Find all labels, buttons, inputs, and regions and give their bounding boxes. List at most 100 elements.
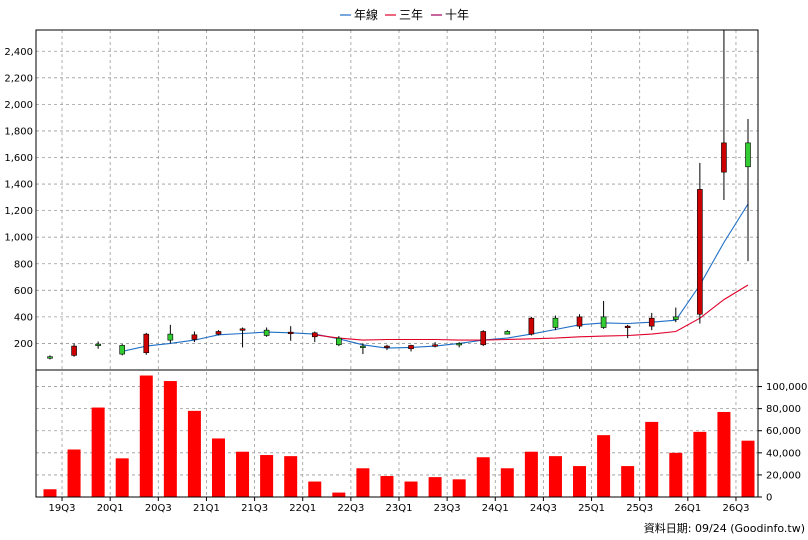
candle-body: [504, 331, 511, 335]
candle: [721, 30, 727, 200]
price-tick-label: 1,600: [4, 153, 33, 164]
price-tick-label: 1,800: [4, 126, 33, 137]
moving-average-lines: [122, 203, 749, 352]
volume-bar: [115, 458, 129, 497]
candle: [528, 316, 535, 336]
price-tick-label: 1,000: [4, 233, 33, 244]
price-axis: 200 400 600 800 1,000 1,200 1,400 1,600 1,800 2,0…: [4, 47, 33, 350]
volume-tick-label: 0: [766, 493, 772, 504]
volume-bar: [597, 435, 611, 497]
volume-bar: [693, 431, 707, 497]
candle-body: [215, 331, 222, 335]
candle: [408, 344, 414, 352]
price-tick-label: 2,200: [4, 73, 33, 84]
candle-body: [528, 317, 535, 335]
candle-body: [624, 325, 631, 328]
candle: [480, 330, 487, 347]
candle: [384, 344, 390, 351]
candle: [576, 314, 583, 329]
volume-bar: [524, 451, 538, 497]
candle: [143, 332, 150, 355]
candle: [456, 342, 462, 348]
candle-body: [95, 343, 101, 346]
price-tick-label: 400: [14, 312, 33, 323]
price-tick-label: 600: [14, 286, 33, 297]
candle-body: [287, 331, 294, 334]
candle: [71, 343, 77, 357]
price-tick-label: 1,200: [4, 206, 33, 217]
volume-bar: [356, 468, 370, 497]
volume-bar: [548, 456, 562, 497]
candle-body: [480, 331, 487, 346]
volume-bar: [404, 481, 418, 497]
price-tick-label: 200: [14, 339, 33, 350]
candle-body: [576, 316, 583, 327]
candle-body: [408, 345, 414, 350]
volume-bar: [573, 466, 587, 497]
candle-body: [600, 316, 607, 328]
candle: [648, 312, 655, 331]
candle-body: [384, 345, 390, 348]
candle: [47, 355, 53, 360]
volume-bar: [476, 457, 490, 497]
volume-bar: [67, 449, 81, 497]
candle-body: [239, 328, 246, 331]
candle-body: [721, 142, 727, 173]
candle: [167, 324, 174, 344]
candle: [191, 331, 198, 343]
x-tick-label: 23Q3: [434, 503, 461, 514]
candle: [119, 344, 126, 356]
volume-bar: [260, 455, 274, 497]
candle-body: [456, 343, 462, 346]
candle-body: [143, 333, 150, 354]
price-tick-label: 1,400: [4, 180, 33, 191]
volume-bar: [236, 451, 250, 497]
candle-body: [167, 333, 174, 341]
volume-axis: 0 20,000 40,000 60,000 80,000 100,000: [758, 382, 807, 504]
grid: [36, 30, 758, 497]
candle-body: [263, 329, 270, 336]
volume-bar: [43, 489, 57, 497]
x-tick-label: 23Q1: [386, 503, 413, 514]
candle: [745, 118, 751, 262]
x-tick-label: 21Q1: [193, 503, 220, 514]
candle-body: [745, 142, 751, 168]
candle-body: [119, 345, 126, 355]
candle: [263, 327, 270, 337]
candle: [336, 336, 342, 347]
candle-body: [672, 316, 679, 320]
volume-tick-label: 100,000: [766, 382, 807, 393]
volume-bar: [380, 476, 394, 497]
volume-bar: [332, 492, 346, 497]
volume-bar: [91, 407, 105, 497]
volume-bars: [43, 375, 755, 497]
ma-line-1: [314, 284, 749, 341]
ma-line-0: [122, 203, 749, 352]
candle: [697, 162, 703, 324]
legend-label-3y: 三年: [399, 8, 423, 22]
candle-body: [552, 317, 559, 328]
volume-tick-label: 20,000: [766, 470, 801, 481]
price-tick-label: 2,000: [4, 100, 33, 111]
volume-bar: [308, 481, 322, 497]
footer-date: 資料日期: 09/24 (Goodinfo.tw): [644, 521, 805, 535]
candle-body: [191, 334, 198, 340]
volume-bar: [428, 477, 442, 497]
plot-frame: [35, 29, 759, 498]
volume-bar: [452, 479, 466, 497]
volume-bar: [187, 410, 201, 497]
x-tick-label: 26Q1: [674, 503, 701, 514]
volume-tick-label: 40,000: [766, 448, 801, 459]
volume-bar: [669, 452, 683, 497]
x-axis: 19Q3 20Q1 20Q3 21Q1 21Q3 22Q1 22Q3 23Q1 23Q3 24Q1…: [49, 497, 749, 514]
candle-body: [71, 345, 77, 356]
volume-bar: [717, 411, 731, 497]
volume-bar: [163, 381, 177, 497]
candle-body: [432, 344, 438, 347]
volume-bar: [139, 375, 153, 497]
volume-bar: [645, 421, 659, 497]
legend-label-10y: 十年: [445, 8, 469, 22]
candle-body: [311, 332, 318, 338]
